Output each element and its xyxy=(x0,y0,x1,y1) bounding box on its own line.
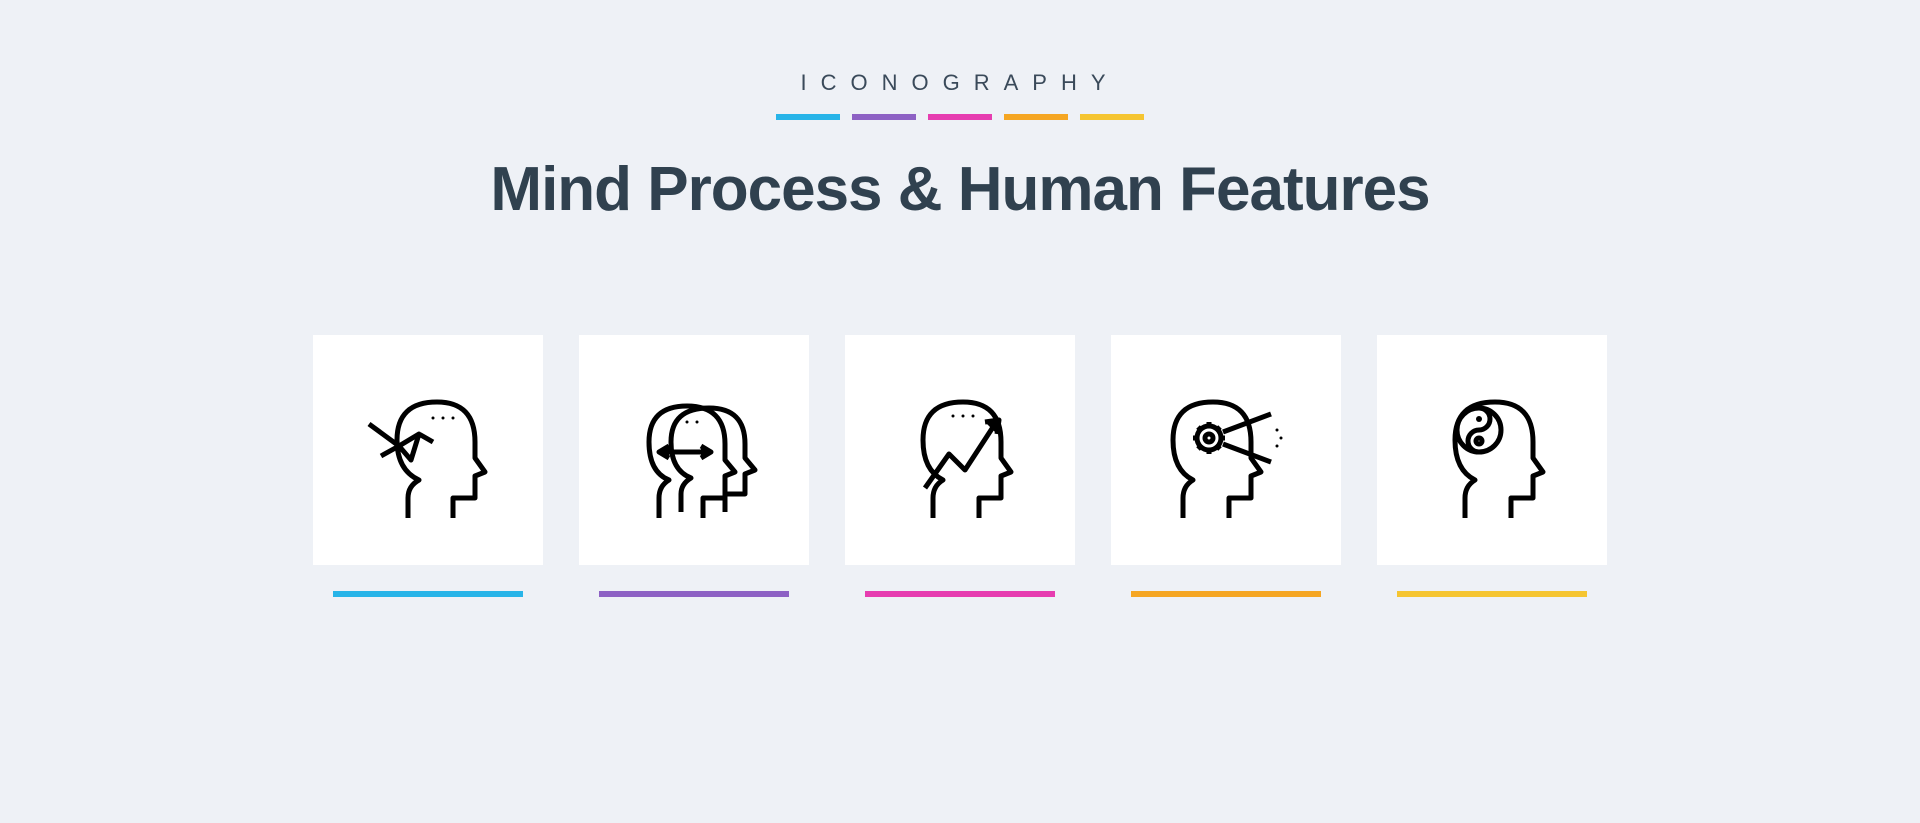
icon-tile xyxy=(1377,335,1607,565)
icon-tile xyxy=(845,335,1075,565)
yin-yang-head-icon xyxy=(1427,380,1557,520)
card-yin-yang xyxy=(1377,335,1607,597)
team-transfer-heads-icon xyxy=(629,380,759,520)
page-title: Mind Process & Human Features xyxy=(490,154,1429,225)
gear-vision-head-icon xyxy=(1161,380,1291,520)
accent-bar-3 xyxy=(928,114,992,120)
icon-tile xyxy=(579,335,809,565)
origami-bird-head-icon xyxy=(363,380,493,520)
accent-bar-5 xyxy=(1080,114,1144,120)
growth-arrow-head-icon xyxy=(895,380,1025,520)
card-underline xyxy=(1397,591,1587,597)
icon-tile xyxy=(313,335,543,565)
card-underline xyxy=(1131,591,1321,597)
kicker-text: ICONOGRAPHY xyxy=(490,70,1429,96)
card-underline xyxy=(599,591,789,597)
header: ICONOGRAPHY Mind Process & Human Feature… xyxy=(490,70,1429,225)
accent-bar-1 xyxy=(776,114,840,120)
icon-cards xyxy=(313,335,1607,597)
card-underline xyxy=(865,591,1055,597)
accent-row xyxy=(490,114,1429,120)
card-growth-arrow xyxy=(845,335,1075,597)
card-team-transfer xyxy=(579,335,809,597)
icon-tile xyxy=(1111,335,1341,565)
card-gear-vision xyxy=(1111,335,1341,597)
accent-bar-2 xyxy=(852,114,916,120)
card-underline xyxy=(333,591,523,597)
card-origami-bird xyxy=(313,335,543,597)
accent-bar-4 xyxy=(1004,114,1068,120)
